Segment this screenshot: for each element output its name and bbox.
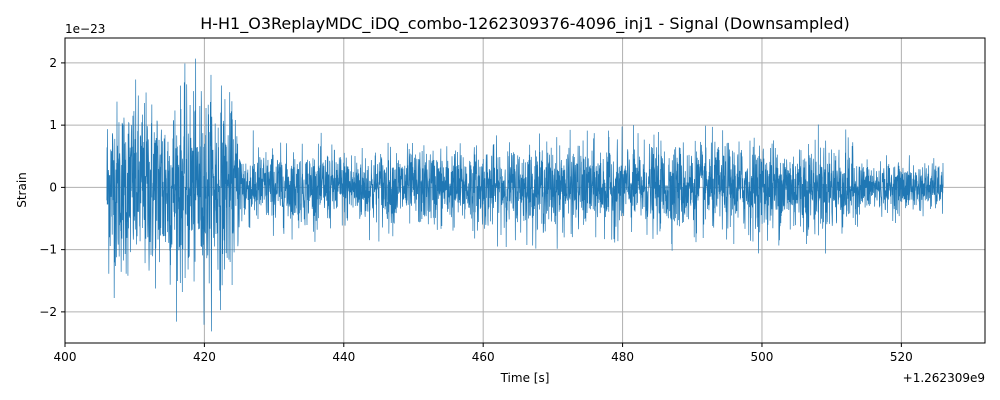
x-tick-label: 480 [611,350,634,364]
x-tick-label: 440 [332,350,355,364]
y-tick-label: 2 [49,56,57,70]
x-tick-label: 520 [890,350,913,364]
x-axis-label: Time [s] [500,371,550,385]
y-axis-label: Strain [15,172,29,208]
series-group [106,58,944,332]
x-tick-label: 400 [54,350,77,364]
chart-title: H-H1_O3ReplayMDC_iDQ_combo-1262309376-40… [200,14,850,34]
signal-series-line [106,58,944,332]
x-tick-label: 420 [193,350,216,364]
x-axis: 400 420 440 460 480 500 520 [54,343,913,364]
plot-frame [64,37,986,344]
x-offset-label: +1.262309e9 [903,371,985,385]
y-scale-label: 1e−23 [65,22,105,36]
y-tick-label: 1 [49,118,57,132]
x-tick-label: 460 [472,350,495,364]
y-tick-label: 0 [49,180,57,194]
y-tick-label: −2 [39,305,57,319]
y-tick-label: −1 [39,243,57,257]
x-tick-label: 500 [751,350,774,364]
y-axis: −2 −1 0 1 2 [39,56,65,319]
